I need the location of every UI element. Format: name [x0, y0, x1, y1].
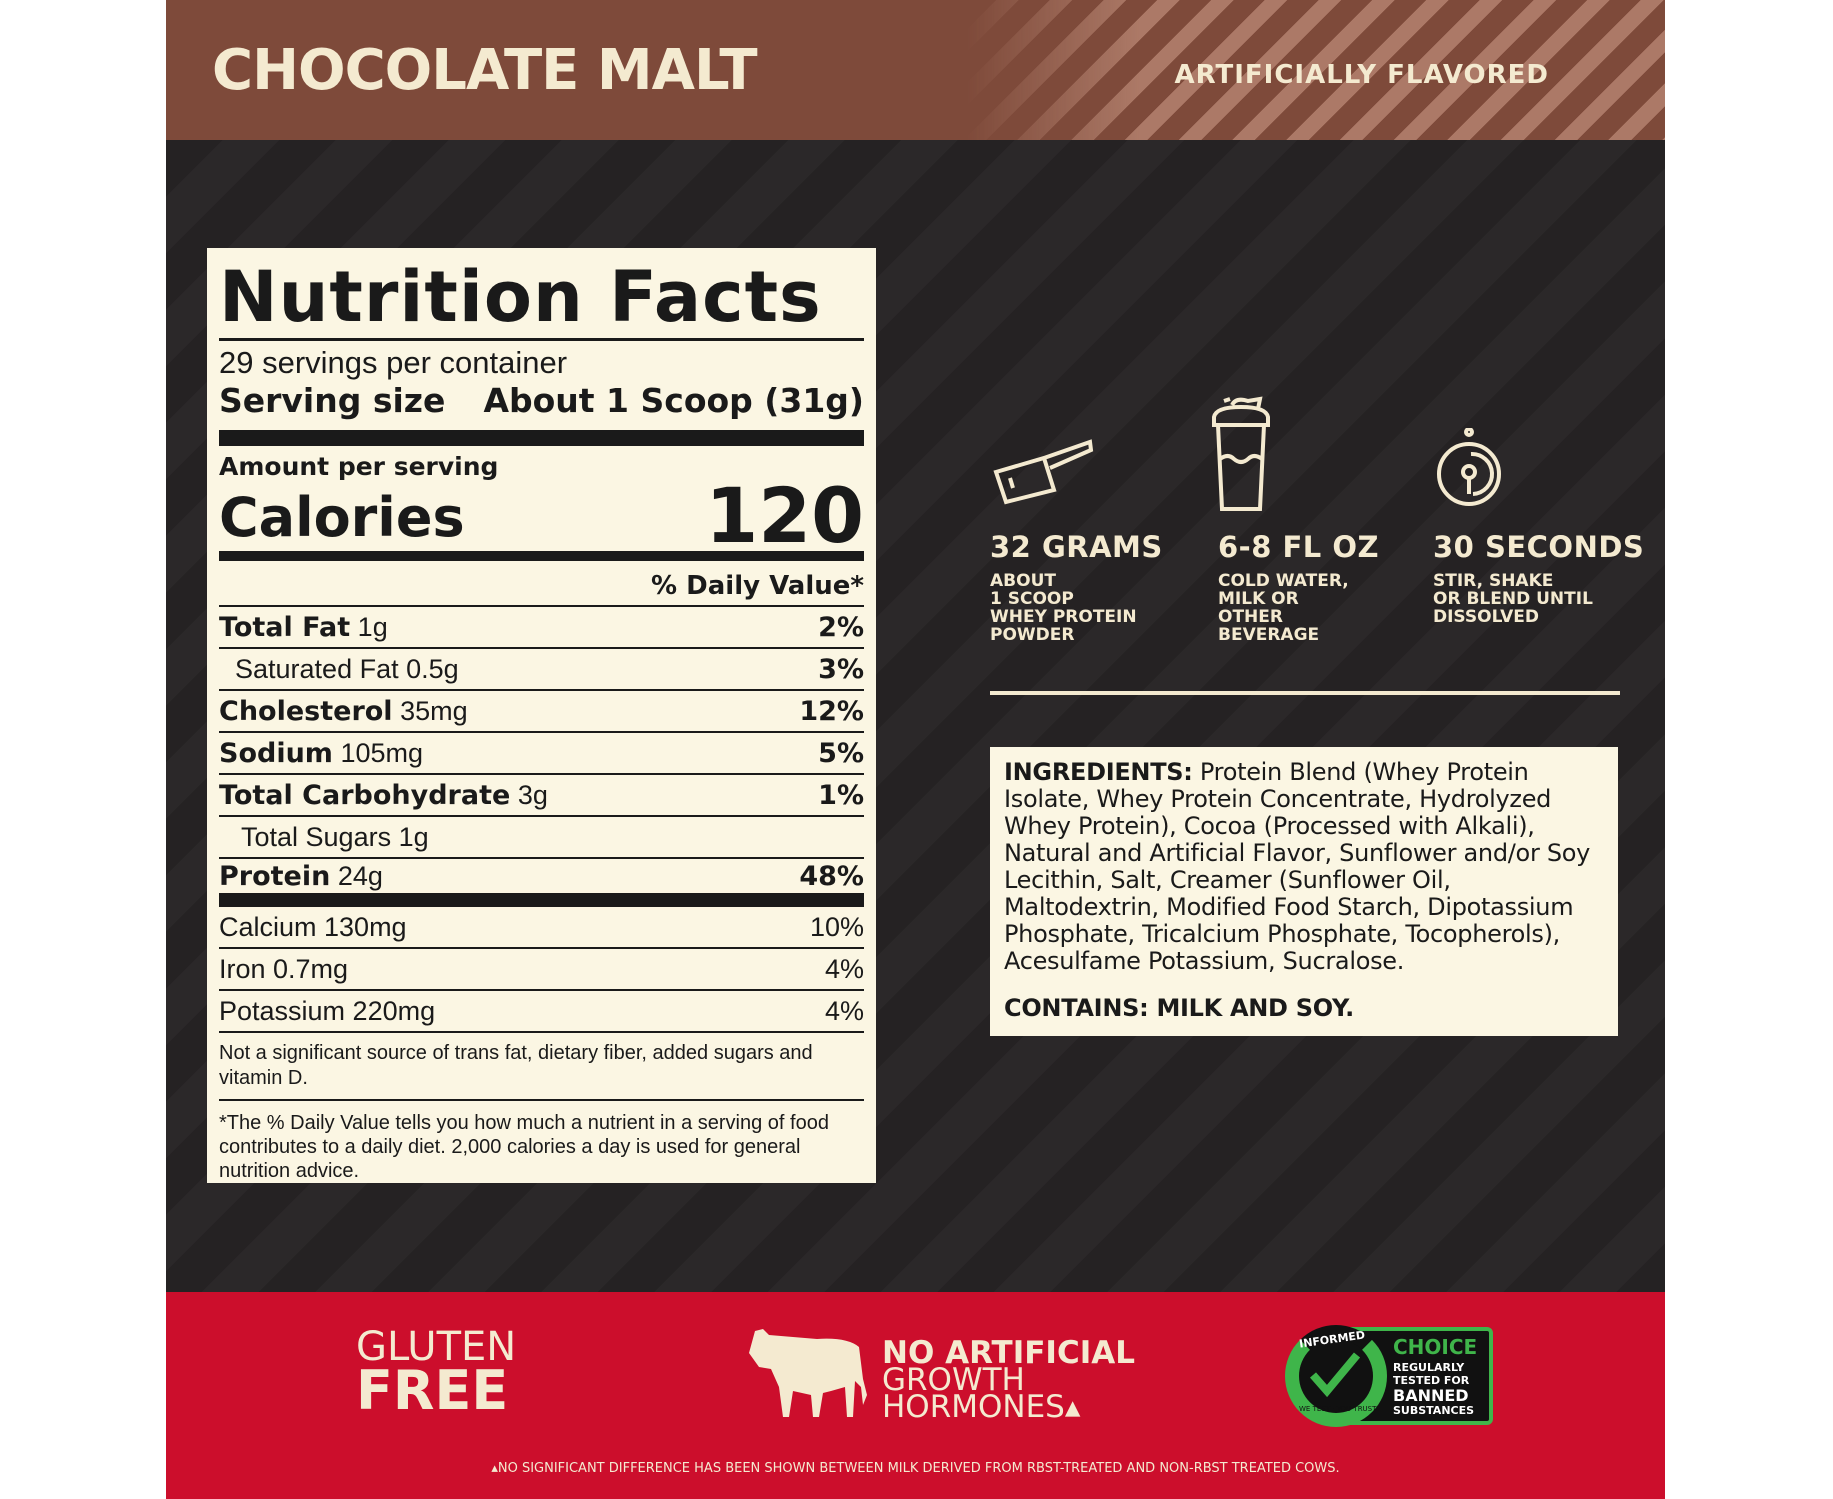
calories: Calories 120 [219, 471, 864, 561]
daily-value-header: % Daily Value* [219, 561, 864, 607]
mineral-row: Iron 0.7mg 4% [219, 949, 864, 991]
serving-size-label: Serving size [219, 381, 446, 420]
divider [990, 691, 1620, 695]
ingredients-text: INGREDIENTS: Protein Blend (Whey Protein… [1004, 758, 1591, 975]
stopwatch-icon [1437, 428, 1501, 506]
nutrient-row: Total Fat 1g 2% [219, 607, 864, 649]
direction-title: 32 GRAMS [990, 530, 1163, 564]
nutrient-row: Total Carbohydrate 3g 1% [219, 775, 864, 817]
flavor-header: CHOCOLATE MALT ARTIFICIALLY FLAVORED [166, 0, 1665, 140]
flavor-title: CHOCOLATE MALT [212, 38, 758, 103]
direction-liquid: 6-8 FL OZ COLD WATER, MILK OR OTHER BEVER… [1218, 530, 1379, 644]
gluten-free-badge: GLUTEN FREE [356, 1324, 517, 1422]
nutrition-facts-label: Nutrition Facts 29 servings per containe… [207, 248, 876, 1183]
mineral-row: Potassium 220mg 4% [219, 991, 864, 1033]
not-significant-note: Not a significant source of trans fat, d… [219, 1033, 864, 1101]
no-hormones-badge: NO ARTIFICIAL GROWTH HORMONES▴ [882, 1335, 1135, 1425]
allergen-statement: CONTAINS: MILK AND SOY. [1004, 994, 1354, 1022]
calories-label: Calories [219, 486, 465, 549]
nutrient-row: Total Sugars 1g [219, 817, 864, 859]
direction-scoop: 32 GRAMS ABOUT 1 SCOOP WHEY PROTEIN POWDE… [990, 530, 1163, 644]
nutrient-row: Saturated Fat 0.5g 3% [219, 649, 864, 691]
nutrient-row: Protein 24g 48% [219, 859, 864, 907]
serving-size-value: About 1 Scoop (31g) [483, 381, 864, 420]
stripe-pattern [965, 0, 1665, 140]
direction-title: 30 SECONDS [1433, 530, 1645, 564]
ingredients-box: INGREDIENTS: Protein Blend (Whey Protein… [990, 747, 1618, 1036]
direction-mix: 30 SECONDS STIR, SHAKE OR BLEND UNTIL DIS… [1433, 530, 1644, 626]
mineral-row: Calcium 130mg 10% [219, 907, 864, 949]
servings-per-container: 29 servings per container [219, 345, 568, 380]
direction-title: 6-8 FL OZ [1218, 530, 1380, 564]
nutrient-row: Cholesterol 35mg 12% [219, 691, 864, 733]
informed-choice-badge: INFORMED WE TEST · YOU TRUST CHOICE REGU… [1285, 1325, 1495, 1427]
nutrition-title: Nutrition Facts [219, 256, 864, 341]
flavor-subtitle: ARTIFICIALLY FLAVORED [1174, 60, 1549, 90]
rbst-footnote: ▴NO SIGNIFICANT DIFFERENCE HAS BEEN SHOW… [491, 1461, 1340, 1476]
serving-size: Serving size About 1 Scoop (31g) [219, 381, 864, 446]
direction-text: COLD WATER, MILK OR OTHER BEVERAGE [1218, 571, 1349, 645]
nutrient-row: Sodium 105mg 5% [219, 733, 864, 775]
cow-icon [749, 1329, 867, 1417]
daily-value-footnote: *The % Daily Value tells you how much a … [219, 1112, 829, 1182]
calories-value: 120 [705, 471, 864, 560]
direction-text: ABOUT 1 SCOOP WHEY PROTEIN POWDER [990, 571, 1137, 645]
direction-text: STIR, SHAKE OR BLEND UNTIL DISSOLVED [1433, 571, 1593, 627]
amount-per-serving: Amount per serving [219, 452, 499, 481]
scoop-icon [993, 439, 1094, 505]
shaker-icon [1212, 396, 1270, 511]
